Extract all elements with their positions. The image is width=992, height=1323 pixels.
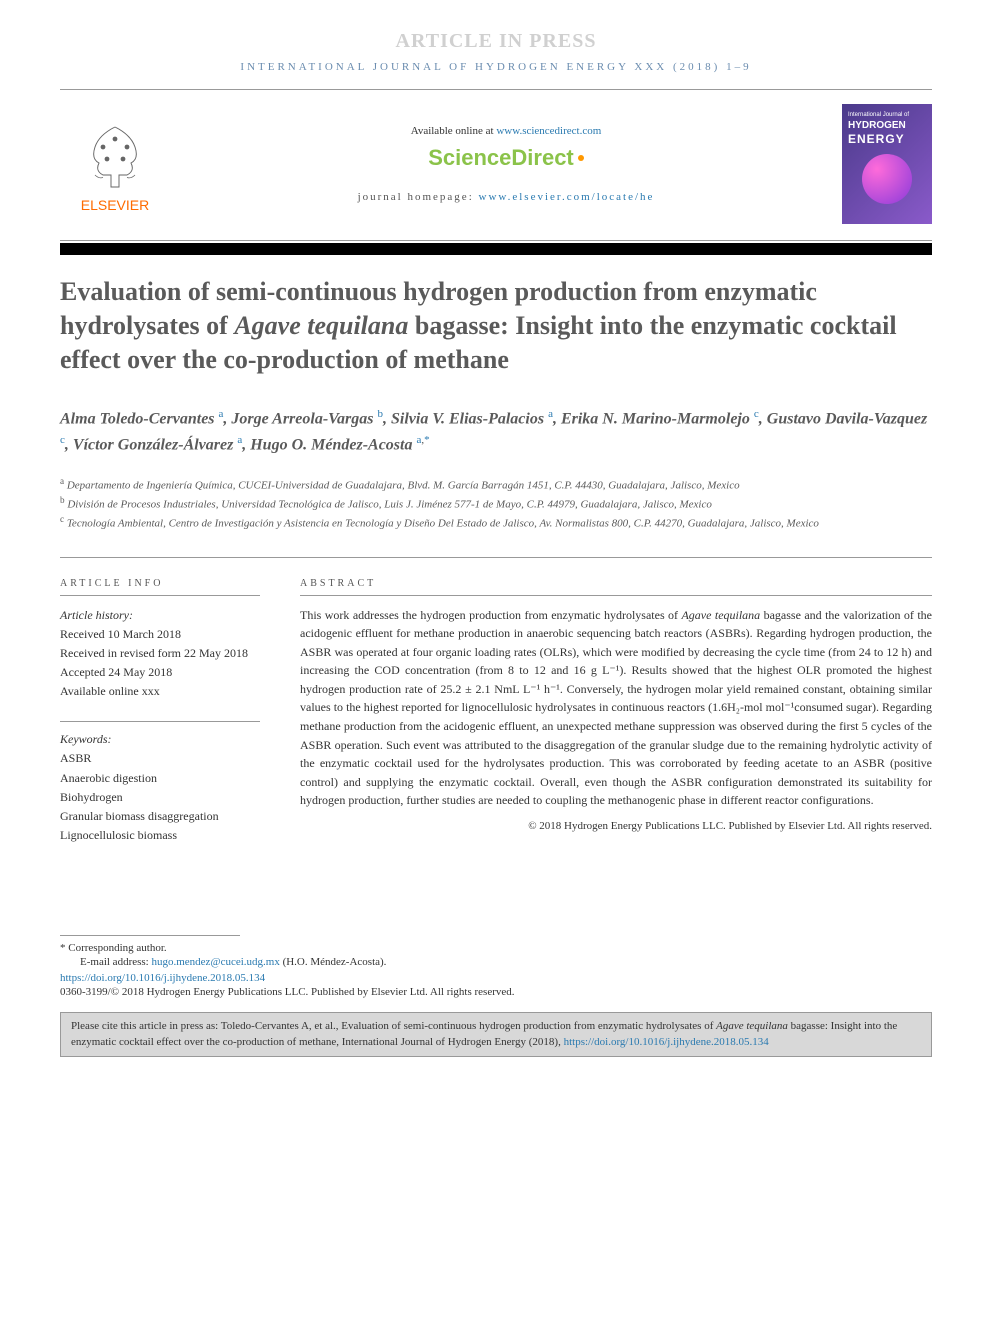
abstract-label: ABSTRACT [300,578,932,596]
email-link[interactable]: hugo.mendez@cucei.udg.mx [151,956,279,968]
divider-bar [60,243,932,255]
article-history: Article history: Received 10 March 2018 … [60,606,260,702]
article-info-label: ARTICLE INFO [60,578,260,596]
journal-cover-thumbnail[interactable]: International Journal of HYDROGEN ENERGY [842,104,932,224]
cover-graphic-icon [862,154,912,204]
abstract-copyright: © 2018 Hydrogen Energy Publications LLC.… [300,820,932,832]
author-name: Víctor González-Álvarez [73,436,233,453]
keywords-label: Keywords: [60,721,260,747]
available-online: Available online at www.sciencedirect.co… [170,125,842,137]
abstract-text: This work addresses the hydrogen product… [300,606,932,811]
author-name: Erika N. Marino-Marmolejo [561,411,750,428]
author-name: Gustavo Davila-Vazquez [767,411,927,428]
doi-link-line: https://doi.org/10.1016/j.ijhydene.2018.… [60,972,932,984]
author-list: Alma Toledo-Cervantes a, Jorge Arreola-V… [60,406,932,457]
article-title: Evaluation of semi-continuous hydrogen p… [60,275,932,376]
footer-separator [60,935,240,936]
journal-reference: INTERNATIONAL JOURNAL OF HYDROGEN ENERGY… [60,61,932,73]
keyword: ASBR [60,749,260,768]
dot-icon [578,155,584,161]
citation-box: Please cite this article in press as: To… [60,1012,932,1057]
keywords-list: ASBRAnaerobic digestionBiohydrogenGranul… [60,749,260,845]
author-name: Hugo O. Méndez-Acosta [250,436,412,453]
sciencedirect-url[interactable]: www.sciencedirect.com [496,125,601,137]
citation-doi-link[interactable]: https://doi.org/10.1016/j.ijhydene.2018.… [564,1036,769,1048]
article-in-press-banner: ARTICLE IN PRESS [60,30,932,53]
keyword: Anaerobic digestion [60,769,260,788]
corresponding-author: * Corresponding author. [60,942,932,954]
author-name: Jorge Arreola-Vargas [231,411,373,428]
elsevier-tree-icon [75,115,155,195]
affiliations: a Departamento de Ingeniería Química, CU… [60,475,932,532]
affiliation: b División de Procesos Industriales, Uni… [60,494,932,513]
affiliation: c Tecnología Ambiental, Centro de Invest… [60,513,932,532]
issn-line: 0360-3199/© 2018 Hydrogen Energy Publica… [60,986,932,998]
email-line: E-mail address: hugo.mendez@cucei.udg.mx… [80,956,932,968]
header-box: ELSEVIER Available online at www.science… [60,89,932,241]
keyword: Granular biomass disaggregation [60,807,260,826]
doi-link[interactable]: https://doi.org/10.1016/j.ijhydene.2018.… [60,972,265,984]
journal-homepage: journal homepage: www.elsevier.com/locat… [170,191,842,203]
elsevier-logo[interactable]: ELSEVIER [60,115,170,213]
affiliation: a Departamento de Ingeniería Química, CU… [60,475,932,494]
author-name: Silvia V. Elias-Palacios [391,411,544,428]
keyword: Biohydrogen [60,788,260,807]
keyword: Lignocellulosic biomass [60,826,260,845]
sciencedirect-logo[interactable]: ScienceDirect [170,145,842,171]
author-name: Alma Toledo-Cervantes [60,411,215,428]
homepage-link[interactable]: www.elsevier.com/locate/he [479,191,655,203]
elsevier-text: ELSEVIER [81,197,149,213]
